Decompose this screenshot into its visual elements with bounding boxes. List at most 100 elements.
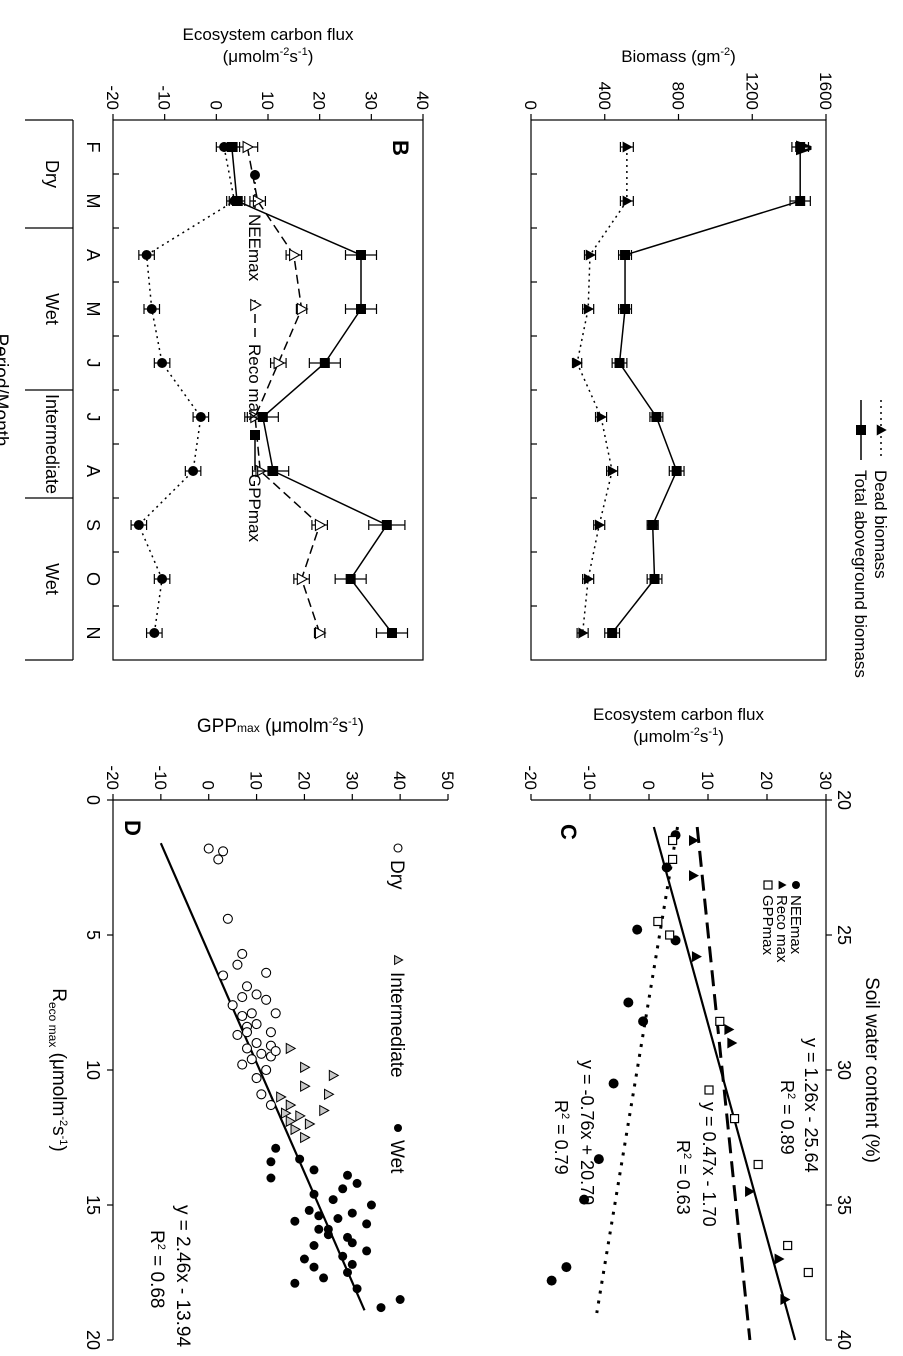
panel-d-y-tick-label: 50 bbox=[438, 771, 457, 790]
panel-d-point-dry bbox=[261, 967, 272, 978]
panel-d-point-dry bbox=[241, 1043, 253, 1054]
panel-b-point bbox=[345, 574, 356, 584]
panel-d-point-wet bbox=[343, 1268, 352, 1277]
panel-b-point bbox=[188, 466, 199, 476]
panel-c-letter: C bbox=[556, 824, 581, 840]
panel-b-point bbox=[146, 304, 157, 314]
panel-b-y-axis-label-2: (μmolm-2s-1) bbox=[223, 46, 314, 66]
panel-d-point-dry bbox=[218, 970, 229, 981]
panel-c-r2-nee: R2 = 0.79 bbox=[551, 1100, 571, 1175]
panel-d-legend-label: Wet bbox=[386, 1140, 407, 1174]
panel-d-point-wet bbox=[304, 1205, 314, 1215]
panel-c-legend-marker bbox=[792, 881, 800, 889]
panel-d-point-dry bbox=[246, 1054, 257, 1065]
panel-c-fit-gpp bbox=[652, 826, 797, 1341]
panel-a-y-tick-label: 400 bbox=[595, 82, 614, 110]
panel-a-point bbox=[620, 250, 631, 260]
panel-d-point-intermediate bbox=[319, 1104, 330, 1117]
panel-b-month-label: A bbox=[83, 249, 103, 261]
panel-c-y-tick-label: 0 bbox=[639, 781, 658, 790]
panel-d-point-wet bbox=[319, 1273, 329, 1283]
panel-d-x-axis-label: Reco max (μmolm-2s-1) bbox=[46, 988, 69, 1151]
panel-d-point-wet bbox=[352, 1284, 362, 1294]
panel-d-point-dry bbox=[237, 948, 248, 959]
panel-d-point-wet bbox=[309, 1165, 319, 1175]
panel-b-point bbox=[381, 520, 392, 530]
panel-b-period-label: Intermediate bbox=[42, 394, 62, 494]
panel-c-point-gpp bbox=[783, 1240, 793, 1251]
panel-c-point-gpp bbox=[715, 1016, 725, 1027]
panel-c-legend-label: GPPmax bbox=[759, 895, 776, 956]
panel-c-eq-gpp: y = 1.26x - 25.64 bbox=[801, 1038, 821, 1173]
panel-c-x-tick-label: 35 bbox=[834, 1195, 854, 1215]
panel-d-point-dry bbox=[232, 959, 243, 970]
panel-d-y-tick-label: 0 bbox=[199, 781, 218, 790]
panel-b-month-label: J bbox=[83, 359, 103, 368]
panel-c-point-reco bbox=[724, 1024, 735, 1035]
panel-c-point-gpp bbox=[729, 1113, 740, 1124]
panel-a-point bbox=[578, 627, 589, 639]
panel-c-y-tick-label: -10 bbox=[580, 765, 599, 790]
panel-b-point bbox=[387, 628, 397, 638]
panel-b-point bbox=[314, 518, 327, 532]
panel-b-month-label: O bbox=[83, 572, 103, 586]
panel-d-point-intermediate bbox=[295, 1110, 306, 1122]
panel-a-point bbox=[614, 358, 625, 368]
panel-d-point-wet bbox=[323, 1224, 333, 1234]
panel-d-legend-label: Intermediate bbox=[386, 972, 407, 1078]
panel-d-point-intermediate bbox=[304, 1118, 316, 1130]
panel-b-month-label: S bbox=[83, 519, 103, 531]
panel-d-point-wet bbox=[309, 1189, 319, 1199]
panel-c-point-nee bbox=[608, 1078, 619, 1089]
panel-b-legend-label: Reco max bbox=[245, 344, 264, 421]
panel-d-point-wet bbox=[290, 1216, 300, 1226]
panel-b: -20 -10 0 10 20 30 40 Ecosystem carbon flux (μmo… bbox=[0, 25, 432, 661]
panel-d-point-wet bbox=[362, 1246, 372, 1256]
panel-a-y-tick-label: 0 bbox=[521, 101, 540, 110]
panel-d-y-tick-label: 20 bbox=[294, 771, 313, 790]
legend-total-marker bbox=[856, 425, 866, 435]
panel-d-point-wet bbox=[366, 1200, 376, 1210]
panel-d-point-wet bbox=[314, 1224, 324, 1234]
panel-c-point-gpp bbox=[753, 1159, 763, 1170]
panel-d: 0 5 10 15 20 -20 -10 0 10 20 30 40 50 Reco max (μmolm… bbox=[46, 716, 457, 1350]
panel-b-line-gpp bbox=[231, 146, 393, 634]
panel-d-point-dry bbox=[270, 1046, 281, 1057]
panel-a-y-tick-label: 800 bbox=[669, 82, 688, 110]
panel-c-point-nee bbox=[561, 1262, 572, 1273]
panel-d-point-wet bbox=[362, 1219, 372, 1229]
panel-b-point bbox=[296, 302, 309, 316]
panel-d-point-dry bbox=[241, 981, 253, 992]
panel-c-point-reco bbox=[745, 1186, 756, 1197]
panel-c-legend-label: Reco max bbox=[773, 895, 790, 963]
panel-d-point-wet bbox=[299, 1254, 309, 1264]
panel-c-point-reco bbox=[727, 1037, 738, 1049]
panel-d-point-wet bbox=[328, 1195, 338, 1205]
panel-d-legend: Dry Intermediate Wet bbox=[386, 843, 407, 1174]
panel-b-letter: B bbox=[388, 140, 413, 156]
panel-d-point-wet bbox=[295, 1154, 305, 1164]
panel-b-period-label: Dry bbox=[42, 160, 62, 188]
panel-d-legend-marker bbox=[394, 954, 404, 966]
panel-b-point bbox=[133, 520, 144, 530]
panel-d-point-dry bbox=[241, 1027, 253, 1038]
panel-b-point bbox=[257, 412, 268, 422]
panel-b-line-nee bbox=[137, 146, 236, 634]
panel-d-point-intermediate bbox=[276, 1091, 287, 1103]
panel-a-y-tick-label: 1600 bbox=[816, 72, 835, 110]
panel-d-x-tick-label: 15 bbox=[83, 1195, 103, 1215]
panel-b-point bbox=[289, 248, 301, 262]
panel-c-point-gpp bbox=[665, 930, 675, 940]
panel-d-point-dry bbox=[213, 854, 224, 865]
panel-c-point-gpp bbox=[803, 1267, 813, 1278]
panel-c-y-axis-label-1: Ecosystem carbon flux bbox=[593, 705, 765, 724]
panel-d-equation: y = 2.46x - 13.94 bbox=[172, 1205, 193, 1347]
panel-c-legend-marker bbox=[778, 880, 787, 890]
panel-d-point-wet bbox=[314, 1211, 324, 1221]
panel-d-legend-label: Dry bbox=[386, 860, 407, 890]
panel-d-point-wet bbox=[352, 1178, 362, 1188]
panel-a-point bbox=[607, 465, 618, 477]
panel-b-legend-marker bbox=[250, 170, 260, 180]
panel-c-eq-reco: y = 0.47x - 1.70 bbox=[699, 1102, 719, 1227]
